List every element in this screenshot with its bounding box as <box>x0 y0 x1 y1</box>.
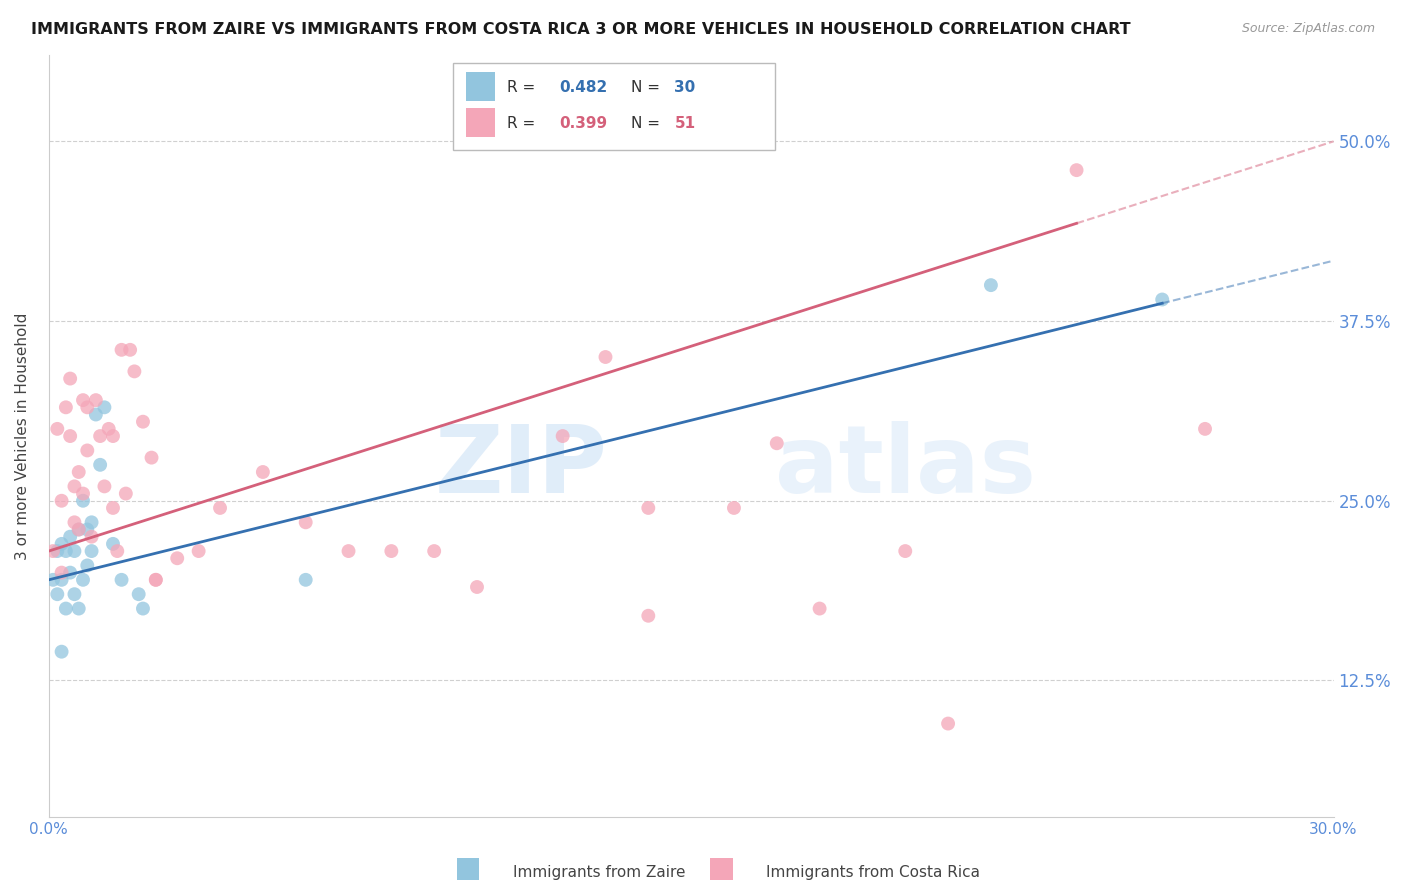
Point <box>145 573 167 587</box>
Point <box>76 523 98 537</box>
Point <box>114 486 136 500</box>
Text: Immigrants from Zaire: Immigrants from Zaire <box>513 865 686 880</box>
Point <box>294 516 316 530</box>
Point <box>59 429 82 443</box>
Point <box>80 516 103 530</box>
Point <box>1194 422 1216 436</box>
Point <box>551 429 574 443</box>
Bar <box>467 72 495 101</box>
Point <box>423 544 446 558</box>
Text: Source: ZipAtlas.com: Source: ZipAtlas.com <box>1241 22 1375 36</box>
Point <box>67 523 90 537</box>
Point <box>145 573 167 587</box>
Point <box>93 479 115 493</box>
Point <box>120 343 142 357</box>
Point <box>51 573 73 587</box>
Point <box>808 601 831 615</box>
Point <box>84 408 107 422</box>
Point <box>894 544 917 558</box>
Point <box>51 645 73 659</box>
Text: 0.482: 0.482 <box>558 80 607 95</box>
Point <box>72 573 94 587</box>
Point <box>1066 163 1088 178</box>
Text: 30: 30 <box>675 80 696 95</box>
Point <box>63 516 86 530</box>
FancyBboxPatch shape <box>454 62 775 151</box>
Point <box>84 393 107 408</box>
Text: Immigrants from Costa Rica: Immigrants from Costa Rica <box>766 865 980 880</box>
Point <box>46 587 69 601</box>
Text: R =: R = <box>508 80 540 95</box>
Point <box>59 566 82 580</box>
Point <box>72 493 94 508</box>
Point <box>76 443 98 458</box>
Point <box>42 544 65 558</box>
Point <box>110 573 132 587</box>
Point <box>76 558 98 573</box>
Point <box>51 493 73 508</box>
Point <box>63 479 86 493</box>
Point <box>76 401 98 415</box>
Point <box>101 537 124 551</box>
Point <box>141 450 163 465</box>
Point <box>595 350 617 364</box>
Point <box>55 601 77 615</box>
Point <box>72 486 94 500</box>
Point <box>80 544 103 558</box>
Point <box>101 429 124 443</box>
Point <box>89 458 111 472</box>
Text: atlas: atlas <box>775 420 1036 513</box>
Point <box>55 401 77 415</box>
Point <box>93 401 115 415</box>
Point <box>337 544 360 558</box>
Point <box>51 566 73 580</box>
Text: N =: N = <box>631 80 665 95</box>
Point <box>252 465 274 479</box>
Text: IMMIGRANTS FROM ZAIRE VS IMMIGRANTS FROM COSTA RICA 3 OR MORE VEHICLES IN HOUSEH: IMMIGRANTS FROM ZAIRE VS IMMIGRANTS FROM… <box>31 22 1130 37</box>
Point <box>67 465 90 479</box>
Point <box>637 500 659 515</box>
Point <box>132 601 155 615</box>
Point <box>765 436 787 450</box>
Point <box>936 716 959 731</box>
Point <box>59 530 82 544</box>
Point <box>59 371 82 385</box>
Point <box>723 500 745 515</box>
Point <box>465 580 488 594</box>
Point <box>63 587 86 601</box>
Point <box>51 537 73 551</box>
Point <box>105 544 128 558</box>
Point <box>1152 293 1174 307</box>
Point <box>980 278 1002 293</box>
Point <box>89 429 111 443</box>
Point <box>637 608 659 623</box>
Point <box>110 343 132 357</box>
Y-axis label: 3 or more Vehicles in Household: 3 or more Vehicles in Household <box>15 312 30 560</box>
Point <box>166 551 188 566</box>
Point <box>187 544 209 558</box>
Point <box>380 544 402 558</box>
Text: 51: 51 <box>675 116 696 131</box>
Point <box>128 587 150 601</box>
Text: N =: N = <box>631 116 665 131</box>
Point <box>42 573 65 587</box>
Point <box>67 523 90 537</box>
Point <box>63 544 86 558</box>
Bar <box>467 108 495 136</box>
Point <box>101 500 124 515</box>
Point <box>132 415 155 429</box>
Point <box>46 422 69 436</box>
Text: ZIP: ZIP <box>434 420 607 513</box>
Point <box>124 364 146 378</box>
Text: 0.399: 0.399 <box>558 116 607 131</box>
Point <box>80 530 103 544</box>
Text: R =: R = <box>508 116 540 131</box>
Point <box>209 500 232 515</box>
Point <box>294 573 316 587</box>
Point <box>72 393 94 408</box>
Point <box>46 544 69 558</box>
Point <box>97 422 120 436</box>
Point <box>55 544 77 558</box>
Point <box>67 601 90 615</box>
